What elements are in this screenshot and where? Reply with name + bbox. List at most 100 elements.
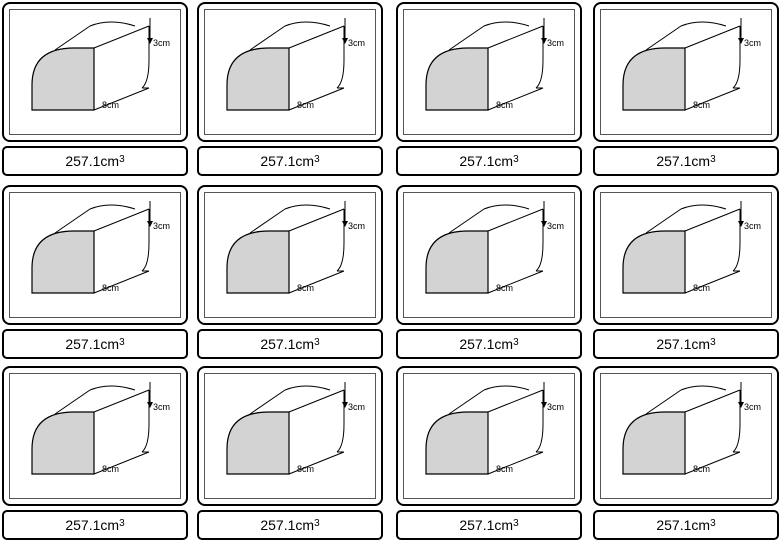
front-face	[226, 47, 290, 111]
diagram-frame: 3cm 8cm	[197, 2, 383, 142]
back-face-curve	[483, 204, 530, 210]
volume-value: 257.1cm	[656, 517, 711, 533]
volume-exponent: 3	[119, 336, 125, 348]
prism-diagram: 3cm 8cm	[425, 18, 564, 111]
back-face-curve	[680, 385, 727, 391]
height-arrow-head	[342, 221, 348, 227]
flashcard: 3cm 8cm 257.1cm 3	[593, 366, 779, 540]
edge-top-left	[448, 25, 485, 51]
dim-length-label: 8cm	[693, 100, 710, 110]
edge-top-right	[288, 25, 345, 49]
front-face	[622, 47, 686, 111]
edge-bottom	[288, 451, 345, 475]
volume-value: 257.1cm	[260, 517, 315, 533]
front-face	[31, 47, 95, 111]
prism-diagram: 3cm 8cm	[226, 18, 365, 111]
back-face-edge	[535, 26, 544, 89]
flashcard: 3cm 8cm 257.1cm 3	[197, 2, 383, 176]
edge-top-left	[249, 208, 286, 234]
diagram-frame: 3cm 8cm	[396, 185, 582, 325]
diagram-frame: 3cm 8cm	[593, 366, 779, 506]
diagram-panel: 3cm 8cm	[600, 9, 772, 135]
front-face	[622, 230, 686, 294]
flashcard: 3cm 8cm 257.1cm 3	[2, 185, 188, 359]
volume-exponent: 3	[119, 517, 125, 529]
volume-label: 257.1cm 3	[197, 510, 383, 540]
height-arrow-head	[541, 38, 547, 44]
flashcard: 3cm 8cm 257.1cm 3	[197, 366, 383, 540]
flashcard: 3cm 8cm 257.1cm 3	[396, 2, 582, 176]
back-face-edge	[141, 26, 150, 89]
back-face-edge	[141, 390, 150, 453]
dim-length-label: 8cm	[297, 100, 314, 110]
back-face-edge	[336, 26, 345, 89]
back-face-curve	[284, 21, 331, 27]
dim-height-label: 3cm	[744, 402, 761, 412]
diagram-frame: 3cm 8cm	[2, 185, 188, 325]
back-face-curve	[89, 204, 136, 210]
diagram-frame: 3cm 8cm	[2, 2, 188, 142]
edge-bottom	[487, 451, 544, 475]
edge-top-left	[448, 389, 485, 415]
volume-value: 257.1cm	[65, 517, 120, 533]
diagram-panel: 3cm 8cm	[403, 192, 575, 318]
front-face	[31, 230, 95, 294]
edge-top-right	[288, 389, 345, 413]
back-face-edge	[141, 209, 150, 272]
front-face	[425, 230, 489, 294]
diagram-panel: 3cm 8cm	[204, 9, 376, 135]
back-face-curve	[680, 204, 727, 210]
dim-height-label: 3cm	[744, 38, 761, 48]
back-face-edge	[535, 390, 544, 453]
edge-bottom	[93, 451, 150, 475]
volume-value: 257.1cm	[260, 153, 315, 169]
height-arrow-head	[147, 38, 153, 44]
diagram-frame: 3cm 8cm	[396, 366, 582, 506]
volume-label: 257.1cm 3	[2, 146, 188, 176]
dim-height-label: 3cm	[547, 221, 564, 231]
flashcard: 3cm 8cm 257.1cm 3	[2, 2, 188, 176]
edge-top-left	[448, 208, 485, 234]
edge-top-left	[645, 25, 682, 51]
dim-length-label: 8cm	[693, 283, 710, 293]
volume-label: 257.1cm 3	[2, 329, 188, 359]
edge-top-right	[684, 208, 741, 232]
edge-bottom	[288, 270, 345, 294]
volume-exponent: 3	[314, 336, 320, 348]
edge-top-left	[249, 25, 286, 51]
volume-value: 257.1cm	[459, 153, 514, 169]
volume-label: 257.1cm 3	[197, 146, 383, 176]
prism-diagram: 3cm 8cm	[622, 18, 761, 111]
edge-top-right	[684, 389, 741, 413]
prism-diagram: 3cm 8cm	[31, 382, 170, 475]
dim-length-label: 8cm	[102, 283, 119, 293]
prism-diagram: 3cm 8cm	[226, 382, 365, 475]
height-arrow-head	[541, 221, 547, 227]
back-face-curve	[483, 385, 530, 391]
front-face	[226, 230, 290, 294]
dim-length-label: 8cm	[102, 100, 119, 110]
prism-diagram: 3cm 8cm	[425, 382, 564, 475]
edge-bottom	[487, 270, 544, 294]
prism-diagram: 3cm 8cm	[31, 201, 170, 294]
back-face-curve	[89, 385, 136, 391]
front-face	[226, 411, 290, 475]
front-face	[425, 47, 489, 111]
height-arrow-head	[541, 402, 547, 408]
height-arrow-head	[738, 38, 744, 44]
dim-height-label: 3cm	[348, 38, 365, 48]
back-face-curve	[680, 21, 727, 27]
dim-length-label: 8cm	[693, 464, 710, 474]
volume-value: 257.1cm	[459, 517, 514, 533]
edge-bottom	[684, 87, 741, 111]
volume-label: 257.1cm 3	[197, 329, 383, 359]
front-face	[425, 411, 489, 475]
dim-height-label: 3cm	[153, 221, 170, 231]
diagram-panel: 3cm 8cm	[9, 9, 181, 135]
edge-top-left	[54, 208, 91, 234]
diagram-panel: 3cm 8cm	[403, 373, 575, 499]
dim-height-label: 3cm	[547, 402, 564, 412]
height-arrow-head	[342, 402, 348, 408]
prism-diagram: 3cm 8cm	[622, 201, 761, 294]
diagram-frame: 3cm 8cm	[197, 366, 383, 506]
